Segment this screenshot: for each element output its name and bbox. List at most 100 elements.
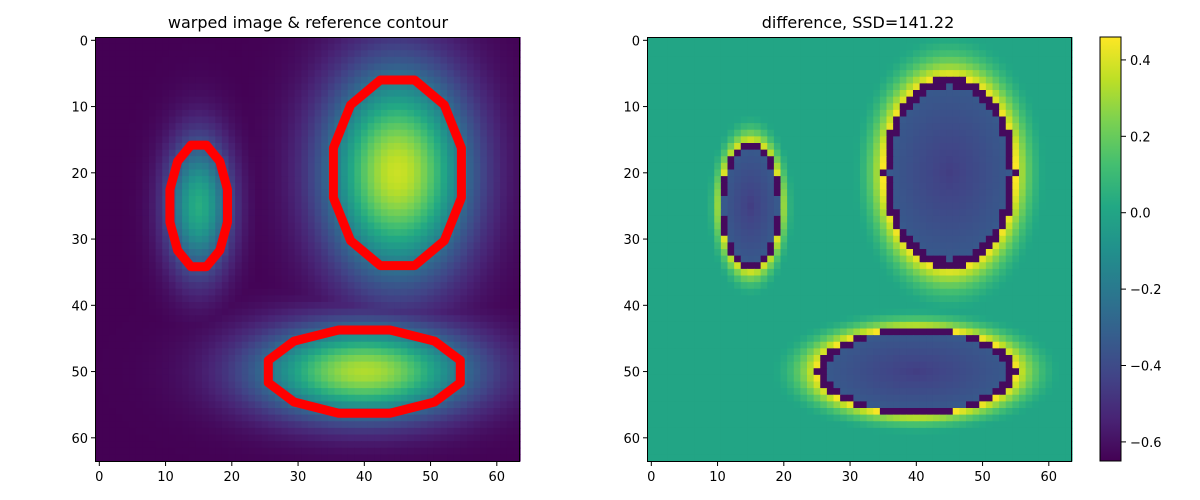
heatmap-cell bbox=[129, 268, 137, 277]
heatmap-cell bbox=[301, 143, 309, 151]
heatmap-cell bbox=[493, 348, 501, 356]
heatmap-cell bbox=[308, 262, 316, 270]
difference-cell bbox=[767, 83, 775, 91]
heatmap-cell bbox=[347, 302, 355, 310]
heatmap-cell bbox=[314, 394, 322, 402]
heatmap-cell bbox=[208, 421, 216, 429]
difference-cell bbox=[714, 90, 722, 98]
difference-cell bbox=[952, 76, 960, 84]
heatmap-cell bbox=[168, 129, 177, 137]
difference-cell bbox=[793, 83, 801, 91]
heatmap-cell bbox=[208, 116, 216, 124]
heatmap-cell bbox=[327, 454, 336, 462]
difference-cell bbox=[747, 109, 755, 118]
heatmap-cell bbox=[473, 202, 481, 210]
heatmap-cell bbox=[288, 441, 296, 449]
heatmap-cell bbox=[202, 162, 210, 171]
heatmap-cell bbox=[480, 401, 488, 409]
heatmap-cell bbox=[394, 282, 402, 290]
heatmap-cell bbox=[467, 328, 475, 336]
heatmap-cell bbox=[308, 189, 316, 197]
heatmap-cell bbox=[142, 255, 150, 263]
heatmap-cell bbox=[109, 50, 117, 58]
heatmap-cell bbox=[221, 341, 230, 349]
heatmap-cell bbox=[334, 434, 342, 442]
heatmap-cell bbox=[486, 408, 495, 416]
heatmap-cell bbox=[235, 447, 243, 455]
heatmap-cell bbox=[129, 202, 137, 210]
difference-cell bbox=[648, 37, 656, 45]
heatmap-cell bbox=[135, 302, 143, 310]
heatmap-cell bbox=[208, 308, 216, 316]
difference-cell bbox=[707, 76, 715, 84]
heatmap-cell bbox=[308, 388, 316, 396]
heatmap-cell bbox=[380, 295, 389, 303]
heatmap-cell bbox=[142, 275, 150, 283]
heatmap-cell bbox=[420, 308, 428, 316]
difference-cell bbox=[780, 103, 788, 111]
heatmap-cell bbox=[221, 302, 230, 310]
heatmap-cell bbox=[447, 321, 455, 330]
heatmap-cell bbox=[129, 222, 137, 230]
heatmap-cell bbox=[208, 37, 216, 45]
heatmap-cell bbox=[268, 90, 276, 98]
heatmap-cell bbox=[433, 348, 442, 356]
difference-cell bbox=[992, 96, 1000, 104]
difference-cell bbox=[879, 103, 888, 111]
heatmap-cell bbox=[294, 315, 302, 323]
heatmap-cell bbox=[493, 182, 501, 190]
heatmap-cell bbox=[374, 441, 382, 449]
difference-cell bbox=[1019, 83, 1027, 91]
heatmap-cell bbox=[301, 321, 309, 330]
heatmap-cell bbox=[506, 196, 514, 204]
heatmap-cell bbox=[341, 169, 349, 177]
heatmap-cell bbox=[420, 156, 428, 164]
heatmap-cell bbox=[341, 361, 349, 369]
heatmap-cell bbox=[129, 136, 137, 144]
heatmap-cell bbox=[420, 96, 428, 104]
heatmap-cell bbox=[142, 196, 150, 204]
heatmap-cell bbox=[414, 361, 422, 369]
heatmap-cell bbox=[447, 335, 455, 343]
heatmap-cell bbox=[175, 434, 183, 442]
heatmap-cell bbox=[407, 169, 415, 177]
difference-cell bbox=[1005, 109, 1013, 118]
heatmap-cell bbox=[354, 282, 362, 290]
difference-cell bbox=[1019, 96, 1027, 104]
difference-cell bbox=[860, 109, 868, 118]
heatmap-cell bbox=[155, 189, 163, 197]
heatmap-cell bbox=[427, 275, 435, 283]
heatmap-cell bbox=[168, 90, 177, 98]
heatmap-cell bbox=[347, 215, 355, 224]
heatmap-cell bbox=[188, 215, 196, 224]
heatmap-cell bbox=[268, 235, 276, 243]
heatmap-cell bbox=[182, 388, 190, 396]
difference-cell bbox=[820, 109, 828, 118]
heatmap-cell bbox=[380, 249, 389, 257]
heatmap-cell bbox=[394, 182, 402, 190]
heatmap-cell bbox=[480, 149, 488, 157]
heatmap-cell bbox=[215, 136, 223, 144]
heatmap-cell bbox=[122, 249, 130, 257]
heatmap-cell bbox=[155, 169, 163, 177]
heatmap-cell bbox=[387, 156, 395, 164]
heatmap-cell bbox=[215, 335, 223, 343]
heatmap-cell bbox=[182, 229, 190, 237]
heatmap-cell bbox=[361, 381, 369, 389]
heatmap-cell bbox=[162, 123, 170, 131]
heatmap-cell bbox=[288, 136, 296, 144]
heatmap-cell bbox=[367, 447, 375, 455]
difference-cell bbox=[793, 116, 801, 124]
heatmap-cell bbox=[182, 394, 190, 402]
heatmap-cell bbox=[374, 202, 382, 210]
heatmap-cell bbox=[149, 63, 157, 71]
heatmap-cell bbox=[294, 169, 302, 177]
heatmap-cell bbox=[109, 381, 117, 389]
heatmap-cell bbox=[460, 37, 468, 45]
heatmap-cell bbox=[427, 308, 435, 316]
heatmap-cell bbox=[115, 255, 124, 263]
heatmap-cell bbox=[129, 235, 137, 243]
difference-cell bbox=[773, 90, 782, 98]
heatmap-cell bbox=[354, 421, 362, 429]
heatmap-cell bbox=[427, 414, 435, 422]
